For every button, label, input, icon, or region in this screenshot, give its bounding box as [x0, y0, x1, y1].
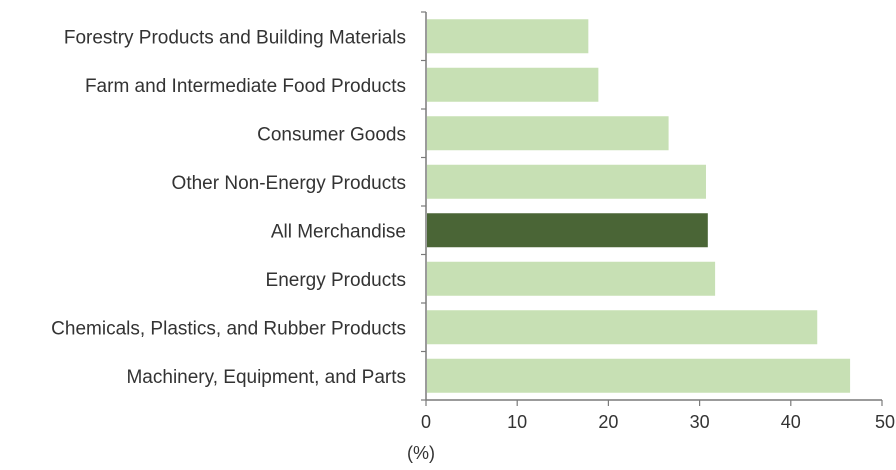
- x-tick-label: 40: [781, 412, 801, 432]
- x-tick-label: 20: [598, 412, 618, 432]
- bars-layer: [427, 19, 851, 393]
- axes: 0 10 20 30 40 50: [421, 11, 895, 432]
- bar-consumer-goods: [427, 116, 669, 151]
- x-tick-label: 10: [507, 412, 527, 432]
- x-axis-unit-label: (%): [407, 443, 435, 463]
- category-label: Machinery, Equipment, and Parts: [126, 367, 406, 388]
- x-tick-label: 0: [421, 412, 431, 432]
- bar-forestry-products-and-building-materials: [427, 19, 589, 54]
- category-label: Energy Products: [266, 270, 406, 291]
- category-label: Chemicals, Plastics, and Rubber Products: [51, 318, 406, 339]
- bar-chemicals-plastics-and-rubber-products: [427, 310, 818, 345]
- x-tick-label: 30: [690, 412, 710, 432]
- category-label: Forestry Products and Building Materials: [64, 27, 406, 48]
- category-label: All Merchandise: [271, 221, 406, 242]
- bar-other-non-energy-products: [427, 164, 706, 199]
- bar-energy-products: [427, 261, 716, 296]
- category-label: Other Non-Energy Products: [172, 173, 406, 194]
- bar-machinery-equipment-and-parts: [427, 358, 851, 393]
- bar-farm-and-intermediate-food-products: [427, 67, 599, 102]
- category-label: Consumer Goods: [257, 124, 406, 145]
- category-label: Farm and Intermediate Food Products: [85, 76, 406, 97]
- category-labels: Forestry Products and Building Materials…: [51, 27, 406, 388]
- x-tick-label: 50: [875, 412, 895, 432]
- bar-all-merchandise: [427, 213, 708, 248]
